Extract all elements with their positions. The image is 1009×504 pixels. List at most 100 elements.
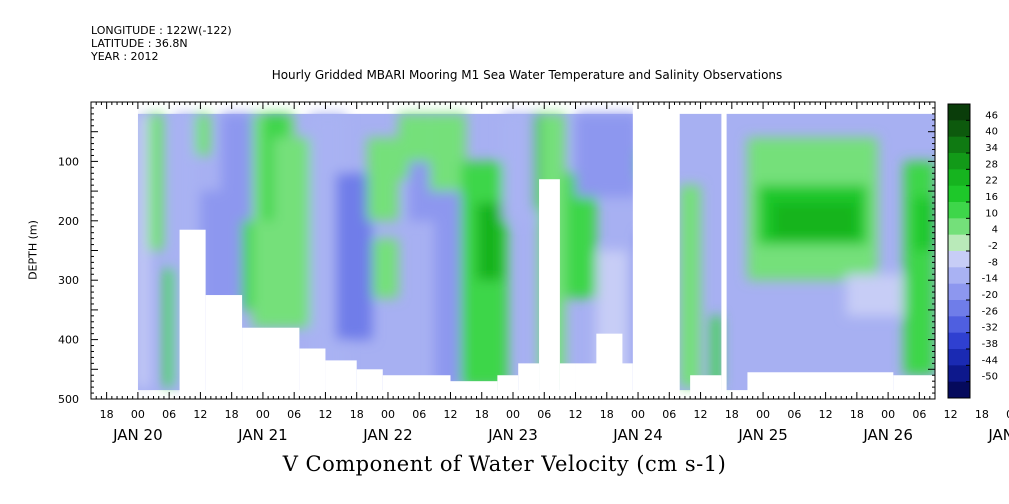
missing-data <box>747 372 894 399</box>
colorbar-swatch <box>948 381 970 399</box>
colorbar: 46 40 34 28 22 16 10 4 -2 -8 -14 -20 -26 -32 -38 -44 -50 <box>947 103 998 399</box>
missing-data <box>382 375 451 399</box>
velocity-field <box>137 113 935 388</box>
velocity-patch <box>367 137 399 221</box>
x-hour-tick-label: 06 <box>912 408 926 421</box>
missing-data <box>299 348 326 399</box>
missing-data <box>721 102 727 399</box>
x-hour-tick-label: 12 <box>193 408 207 421</box>
colorbar-label: -14 <box>982 274 998 285</box>
colorbar-label: 34 <box>985 143 998 154</box>
colorbar-swatch <box>948 202 970 219</box>
colorbar-swatch <box>948 218 970 236</box>
x-hour-tick-label: 00 <box>381 408 395 421</box>
longitude-label: LONGITUDE : 122W(-122) <box>91 24 232 37</box>
velocity-patch <box>476 202 503 281</box>
colorbar-label: -2 <box>988 241 998 252</box>
colorbar-swatch <box>948 234 970 252</box>
velocity-patch <box>372 238 399 299</box>
velocity-patch <box>903 161 935 376</box>
x-hour-tick-label: 06 <box>162 408 176 421</box>
x-hour-tick-label: 00 <box>131 408 145 421</box>
x-hour-tick-label: 00 <box>506 408 520 421</box>
colorbar-label: -26 <box>982 306 998 317</box>
velocity-patch <box>429 113 467 192</box>
colorbar-swatch <box>948 365 970 383</box>
x-hour-tick-label: 18 <box>975 408 989 421</box>
x-hour-tick-label: 12 <box>819 408 833 421</box>
colorbar-label: 10 <box>985 208 998 219</box>
colorbar-label: 22 <box>985 176 998 187</box>
colorbar-swatch <box>948 316 970 334</box>
x-hour-tick-label: 12 <box>318 408 332 421</box>
x-day-label: JAN 23 <box>487 426 538 444</box>
plot-area <box>91 102 935 399</box>
x-hour-tick-label: 12 <box>569 408 583 421</box>
axis-ticks: 18 00 06 12 18 00 06 12 18 00 06 12 18 00 06 12 18 00 06 12… <box>58 101 1009 444</box>
colorbar-swatch <box>948 251 970 268</box>
x-hour-tick-label: 18 <box>600 408 614 421</box>
missing-data <box>325 360 357 399</box>
colorbar-label: -20 <box>982 290 998 301</box>
x-hour-tick-label: 00 <box>631 408 645 421</box>
y-tick-label: 400 <box>58 334 79 347</box>
x-hour-tick-label: 18 <box>350 408 364 421</box>
colorbar-swatch <box>948 104 970 121</box>
chart-title: Hourly Gridded MBARI Mooring M1 Sea Wate… <box>271 68 783 82</box>
velocity-patch <box>195 113 211 156</box>
missing-data <box>356 369 383 399</box>
missing-data <box>893 375 935 399</box>
x-hour-tick-label: 18 <box>225 408 239 421</box>
missing-data <box>242 327 300 399</box>
x-day-label: JAN 24 <box>612 426 663 444</box>
x-day-label: JAN 22 <box>362 426 413 444</box>
velocity-patch <box>773 202 857 239</box>
colorbar-label: 40 <box>985 127 998 138</box>
velocity-patch <box>163 268 175 388</box>
colorbar-label: 46 <box>985 110 998 121</box>
x-hour-tick-label: 12 <box>443 408 457 421</box>
x-hour-tick-label: 00 <box>756 408 770 421</box>
colorbar-swatch <box>948 349 970 366</box>
velocity-patch <box>710 315 722 388</box>
x-hour-tick-label: 12 <box>694 408 708 421</box>
x-day-label: JAN 27 <box>987 426 1009 444</box>
missing-data <box>205 295 243 399</box>
colorbar-swatch <box>948 136 970 154</box>
y-tick-label: 500 <box>58 393 79 406</box>
x-hour-tick-label: 06 <box>412 408 426 421</box>
colorbar-swatch <box>948 267 970 285</box>
missing-data <box>596 333 623 399</box>
x-hour-tick-label: 00 <box>256 408 270 421</box>
x-hour-tick-label: 12 <box>944 408 958 421</box>
x-hour-tick-label: 18 <box>475 408 489 421</box>
x-day-label: JAN 26 <box>862 426 913 444</box>
missing-data <box>450 381 498 399</box>
colorbar-label: -44 <box>982 355 998 366</box>
x-hour-tick-label: 06 <box>787 408 801 421</box>
missing-data <box>690 375 722 399</box>
missing-data <box>559 363 576 399</box>
x-hour-tick-label: 00 <box>881 408 895 421</box>
velocity-patch <box>335 173 373 340</box>
colorbar-swatch <box>948 153 970 170</box>
velocity-patch <box>679 185 701 388</box>
missing-data <box>632 102 680 399</box>
colorbar-label: -38 <box>982 339 998 350</box>
colorbar-label: -32 <box>982 323 998 334</box>
latitude-label: LATITUDE : 36.8N <box>91 37 188 50</box>
x-hour-tick-label: 06 <box>537 408 551 421</box>
x-hour-tick-label: 06 <box>287 408 301 421</box>
colorbar-label: 28 <box>985 159 998 170</box>
velocity-patch <box>846 274 909 316</box>
velocity-patch <box>148 113 164 251</box>
colorbar-swatch <box>948 185 970 203</box>
missing-data <box>497 375 519 399</box>
x-axis-label: V Component of Water Velocity (cm s-1) <box>282 452 727 476</box>
x-day-label: JAN 21 <box>237 426 288 444</box>
missing-data <box>518 363 540 399</box>
colorbar-swatch <box>948 300 970 317</box>
year-label: YEAR : 2012 <box>91 50 159 63</box>
colorbar-swatch <box>948 283 970 301</box>
